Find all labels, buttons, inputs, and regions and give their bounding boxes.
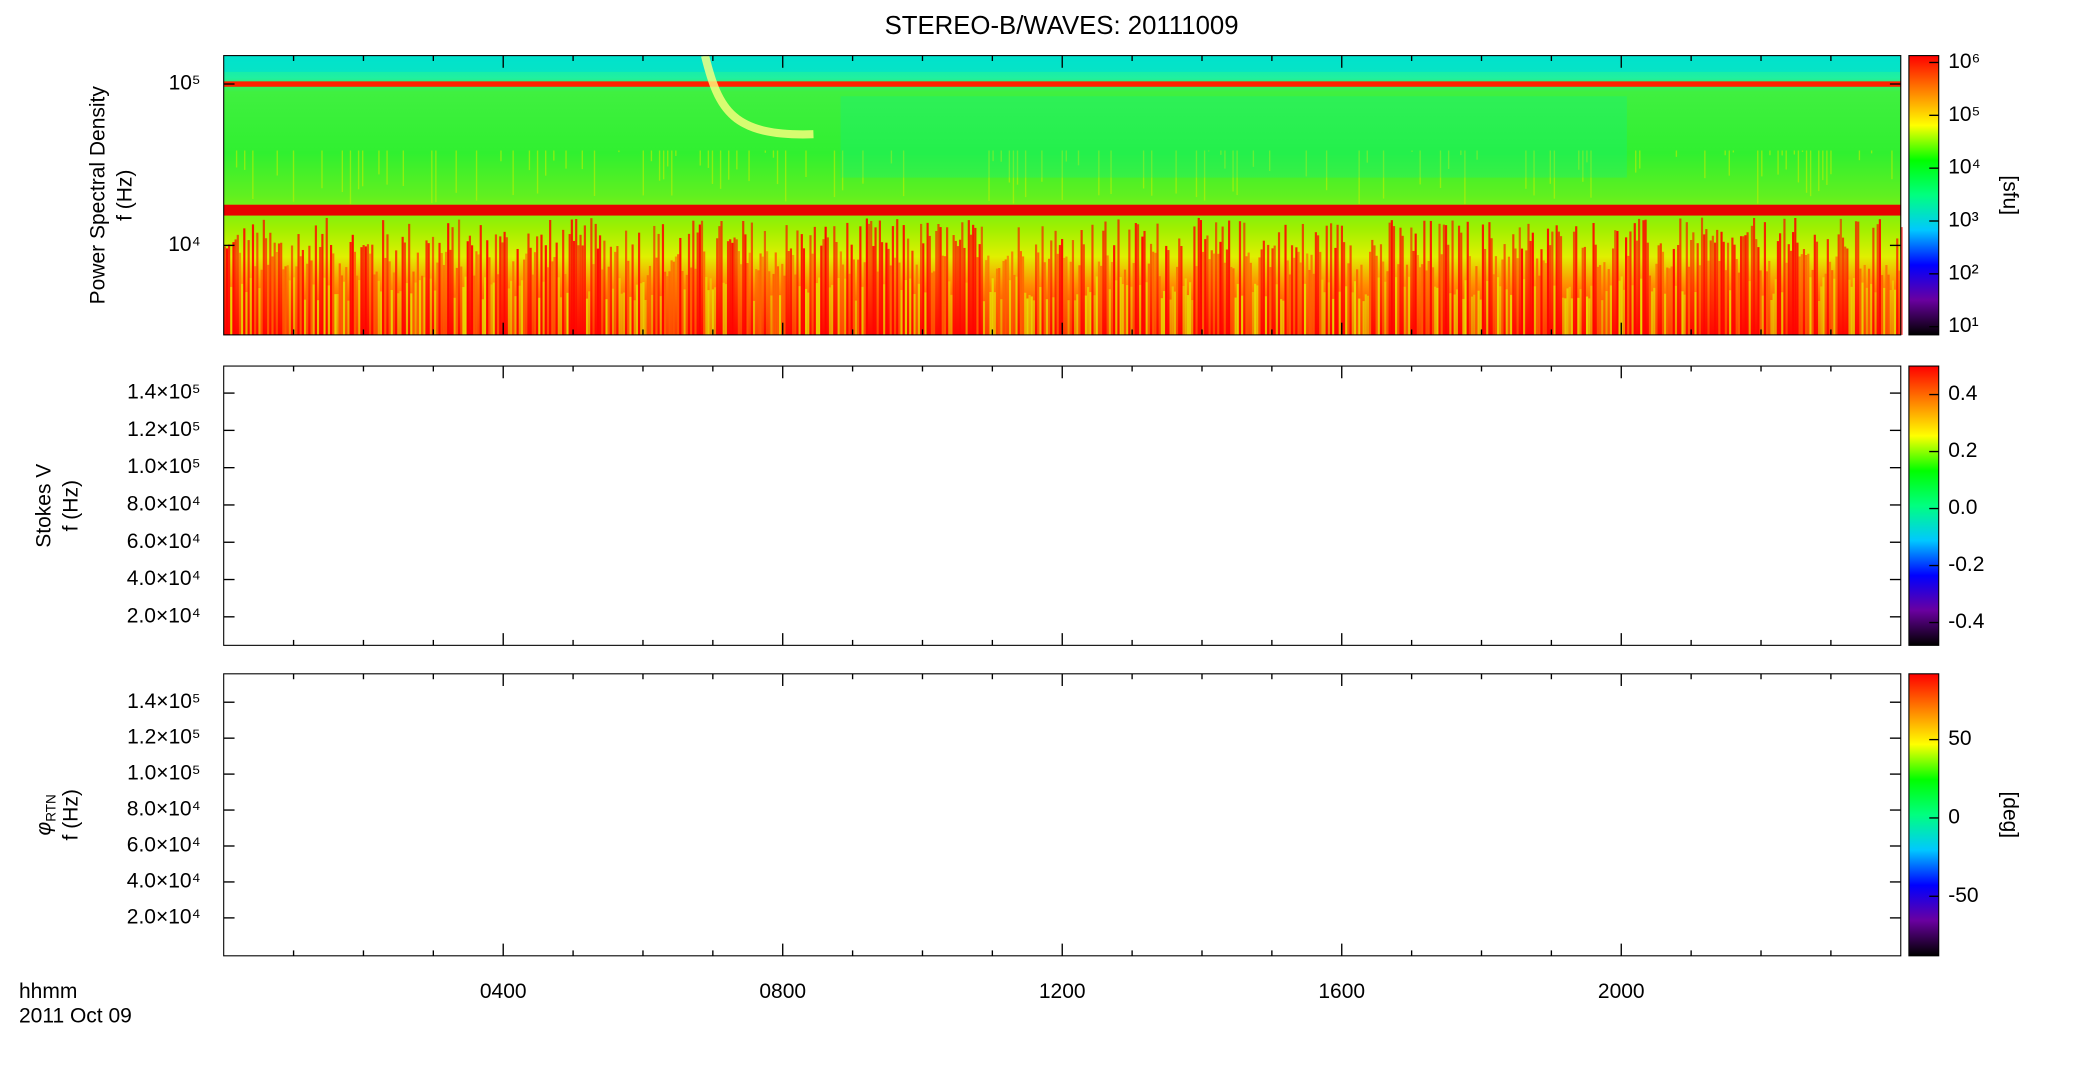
y-tick-label: 1.4×10⁵ [127, 381, 201, 404]
colorbar-tick-label: 10² [1948, 261, 1978, 284]
y-axis-label: f (Hz) [59, 789, 82, 840]
y-axis-label-subscript: RTN [43, 794, 58, 822]
chart-title: STEREO-B/WAVES: 20111009 [885, 12, 1239, 40]
y-tick-label: 6.0×10⁴ [127, 530, 201, 553]
y-tick-label: 2.0×10⁴ [127, 905, 201, 928]
colorbar-tick-label: -0.2 [1948, 553, 1984, 576]
colorbar-label: [sfu] [1999, 175, 2022, 215]
y-tick-label: 1.0×10⁵ [127, 455, 201, 478]
y-tick-label: 1.0×10⁵ [127, 762, 201, 785]
x-tick-label: 0400 [480, 980, 527, 1003]
spectrogram-image [223, 54, 1903, 335]
x-axis-label: hhmm [19, 980, 77, 1003]
colorbar [1908, 673, 1940, 957]
colorbar-tick-label: 0.0 [1948, 496, 1977, 519]
plot-frame [223, 365, 1902, 646]
x-tick-label: 1200 [1039, 980, 1086, 1003]
y-axis-label: f (Hz) [59, 480, 82, 531]
y-tick-label: 1.2×10⁵ [127, 418, 201, 441]
colorbar-tick-label: -0.4 [1948, 610, 1985, 633]
y-axis-label: Power Spectral Density [87, 86, 110, 305]
colorbar [1908, 55, 1940, 336]
colorbar-tick-label: 10⁴ [1948, 156, 1980, 179]
y-tick-label: 4.0×10⁴ [127, 567, 201, 590]
y-axis-label: f (Hz) [114, 170, 137, 221]
y-tick-label: 2.0×10⁴ [127, 604, 201, 627]
colorbar-tick-label: 10¹ [1948, 314, 1978, 337]
x-tick-label: 1600 [1318, 980, 1365, 1003]
x-tick-label: 2000 [1598, 980, 1645, 1003]
y-axis-label-symbol: φ [32, 821, 55, 835]
y-tick-label: 10⁵ [169, 72, 201, 95]
y-tick-label: 1.2×10⁵ [127, 726, 201, 749]
colorbar-tick-label: 10³ [1948, 209, 1978, 232]
y-tick-label: 6.0×10⁴ [127, 834, 201, 857]
colorbar-tick-label: 0.4 [1948, 382, 1978, 405]
y-tick-label: 4.0×10⁴ [127, 869, 201, 892]
y-tick-label: 1.4×10⁵ [127, 690, 201, 713]
y-tick-label: 10⁴ [168, 233, 200, 256]
colorbar-tick-label: -50 [1948, 884, 1978, 907]
colorbar-tick-label: 0 [1948, 805, 1960, 828]
x-tick-label: 0800 [759, 980, 806, 1003]
x-axis-label: 2011 Oct 09 [19, 1004, 132, 1027]
colorbar-tick-label: 10⁵ [1948, 103, 1980, 126]
colorbar-tick-label: 10⁶ [1948, 50, 1980, 73]
y-axis-label: Stokes V [32, 464, 55, 548]
colorbar-tick-label: 50 [1948, 727, 1971, 750]
colorbar-tick-label: 0.2 [1948, 439, 1977, 462]
colorbar-label: [deg] [1999, 791, 2022, 838]
y-tick-label: 8.0×10⁴ [127, 493, 201, 516]
colorbar [1908, 365, 1940, 646]
y-axis-label: φRTN [32, 794, 58, 835]
y-tick-label: 8.0×10⁴ [127, 798, 201, 821]
plot-frame [223, 673, 1902, 957]
